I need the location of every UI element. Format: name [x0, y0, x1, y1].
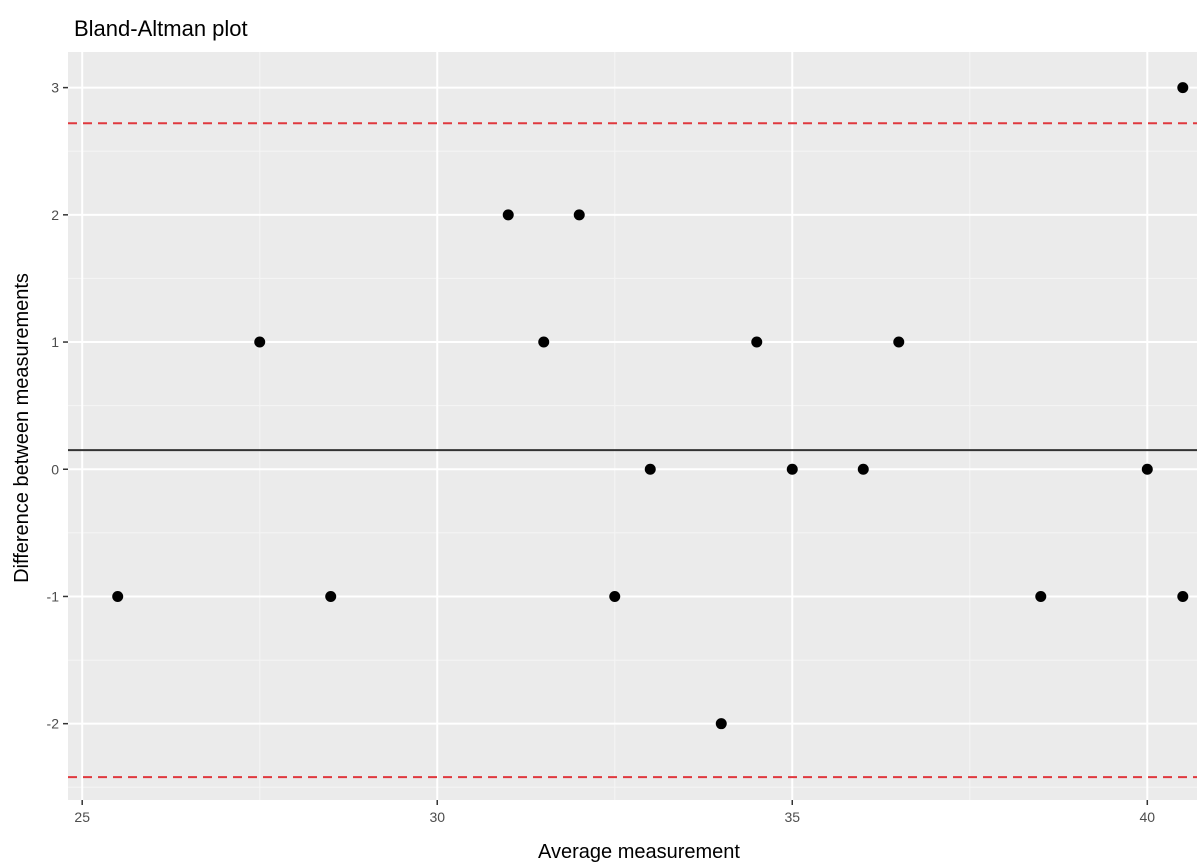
data-point — [1141, 463, 1153, 475]
major-grid — [68, 52, 1197, 800]
y-axis-ticks: -2 -1 0 1 2 3 — [47, 80, 68, 732]
y-tick-label: 3 — [51, 80, 59, 96]
data-points — [112, 82, 1189, 730]
plot-panel — [68, 52, 1197, 800]
data-point — [609, 590, 621, 602]
data-point — [502, 209, 514, 221]
data-point — [893, 336, 905, 348]
data-point — [1035, 590, 1047, 602]
chart-title: Bland-Altman plot — [74, 16, 248, 41]
y-tick-label: -2 — [47, 716, 60, 732]
x-axis-ticks: 25 30 35 40 — [74, 800, 1155, 825]
data-point — [325, 590, 337, 602]
data-point — [1177, 590, 1189, 602]
y-tick-label: 1 — [51, 334, 59, 350]
data-point — [254, 336, 266, 348]
data-point — [538, 336, 550, 348]
x-tick-label: 40 — [1140, 809, 1156, 825]
y-tick-label: 0 — [51, 461, 59, 477]
x-tick-label: 35 — [784, 809, 800, 825]
y-tick-label: -1 — [47, 588, 60, 604]
data-point — [751, 336, 763, 348]
data-point — [112, 590, 124, 602]
x-tick-label: 25 — [74, 809, 90, 825]
data-point — [857, 463, 869, 475]
reference-lines — [68, 122, 1197, 779]
data-point — [644, 463, 656, 475]
data-point — [786, 463, 798, 475]
y-axis-title: Difference between measurements — [11, 273, 33, 583]
x-axis-title: Average measurement — [538, 841, 740, 862]
minor-grid — [68, 52, 1197, 800]
data-point — [715, 718, 727, 730]
data-point — [573, 209, 585, 221]
y-tick-label: 2 — [51, 207, 59, 223]
x-tick-label: 30 — [429, 809, 445, 825]
data-point — [1177, 82, 1189, 94]
